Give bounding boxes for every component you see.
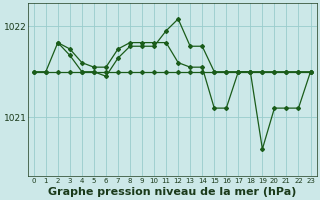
X-axis label: Graphe pression niveau de la mer (hPa): Graphe pression niveau de la mer (hPa) [48,187,296,197]
